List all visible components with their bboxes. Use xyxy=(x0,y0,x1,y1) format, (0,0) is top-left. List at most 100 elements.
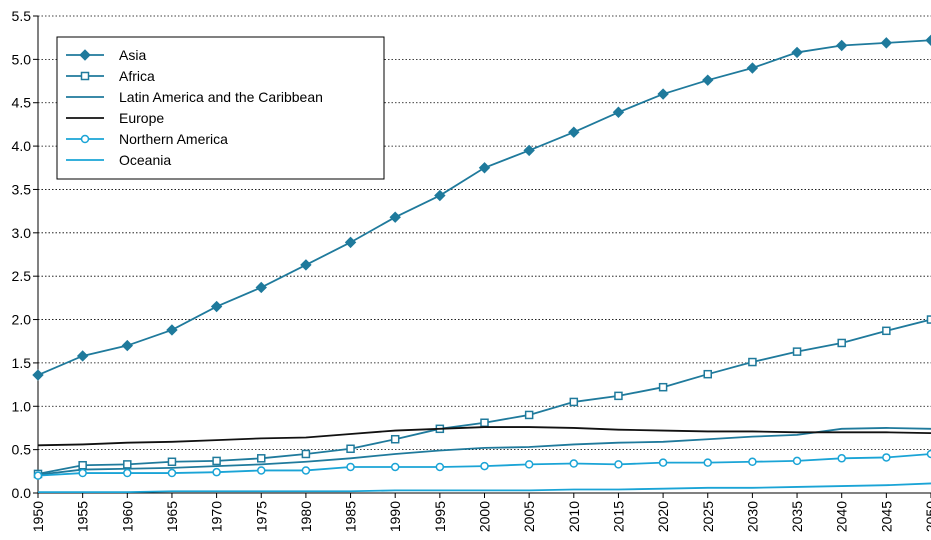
x-axis-tick-labels: 1950 1955 1960 1965 1970 1975 1980 1985 1990 1995… xyxy=(30,501,931,532)
x-tick-label: 2025 xyxy=(700,501,716,532)
legend-label: Latin America and the Caribbean xyxy=(119,89,323,105)
data-point-northern-america xyxy=(212,467,221,477)
legend-item-asia: Asia xyxy=(66,47,146,63)
x-tick-label: 2010 xyxy=(566,501,582,532)
data-point-asia xyxy=(478,162,491,174)
y-tick-label: 3.5 xyxy=(12,181,32,197)
data-point-asia xyxy=(76,350,89,362)
data-point-africa xyxy=(658,382,668,392)
data-point-africa xyxy=(703,369,712,379)
y-tick-label: 0.5 xyxy=(12,442,32,458)
data-point-asia xyxy=(121,339,134,352)
legend-marker xyxy=(80,71,90,81)
x-tick-label: 2020 xyxy=(655,501,671,532)
series-line-latin-america-and-the-caribbean xyxy=(37,427,931,476)
legend-item-latin-america-and-the-caribbean: Latin America and the Caribbean xyxy=(66,89,323,105)
y-tick-label: 0.0 xyxy=(12,485,32,501)
x-tick-label: 2000 xyxy=(477,501,493,532)
data-point-northern-america xyxy=(390,462,400,472)
legend-item-africa: Africa xyxy=(66,68,155,84)
x-tick-label: 1960 xyxy=(119,501,135,532)
data-point-northern-america xyxy=(78,468,87,478)
x-tick-label: 1970 xyxy=(209,501,225,532)
data-point-africa xyxy=(569,397,579,407)
x-tick-label: 2030 xyxy=(744,501,760,532)
data-point-northern-america xyxy=(257,466,266,475)
data-point-northern-america xyxy=(524,460,534,469)
legend-label: Europe xyxy=(119,110,164,126)
data-point-africa xyxy=(792,347,802,356)
data-point-asia xyxy=(434,189,446,202)
data-point-asia xyxy=(389,211,401,223)
data-point-northern-america xyxy=(167,468,177,478)
data-point-africa xyxy=(882,326,891,336)
series-latin-america-and-the-caribbean xyxy=(37,427,931,476)
data-point-northern-america xyxy=(792,456,802,466)
legend: Asia Africa Latin America and the Caribbea… xyxy=(56,36,385,180)
x-tick-label: 2050 xyxy=(923,501,931,532)
data-point-africa xyxy=(480,418,489,428)
data-point-asia xyxy=(702,74,714,86)
data-point-africa xyxy=(837,338,846,348)
series-africa xyxy=(33,315,931,479)
data-point-asia xyxy=(791,46,803,59)
x-tick-label: 1995 xyxy=(432,501,448,532)
legend-marker xyxy=(80,134,90,144)
x-tick-label: 2035 xyxy=(789,501,805,532)
x-tick-label: 2045 xyxy=(878,501,894,532)
data-point-asia xyxy=(925,34,931,46)
data-point-northern-america xyxy=(837,454,846,463)
x-tick-label: 1980 xyxy=(298,501,314,532)
y-tick-label: 4.0 xyxy=(12,138,32,154)
y-tick-label: 3.0 xyxy=(12,225,32,241)
data-point-northern-america xyxy=(703,458,712,467)
x-tick-label: 1985 xyxy=(343,501,359,532)
legend-item-europe: Europe xyxy=(66,110,164,126)
y-tick-label: 5.0 xyxy=(12,51,32,67)
legend-box xyxy=(56,36,385,180)
data-point-asia xyxy=(344,236,357,249)
y-tick-label: 1.0 xyxy=(12,398,32,414)
data-point-northern-america xyxy=(33,471,43,480)
data-point-africa xyxy=(524,410,534,420)
series-line-europe xyxy=(37,426,931,447)
legend-label: Asia xyxy=(119,47,146,63)
data-point-northern-america xyxy=(614,460,623,469)
data-point-asia xyxy=(835,39,848,52)
data-point-africa xyxy=(301,449,311,459)
x-tick-label: 1950 xyxy=(30,501,46,532)
y-tick-label: 1.5 xyxy=(12,355,32,371)
data-point-asia xyxy=(300,259,312,271)
data-point-africa xyxy=(78,460,87,470)
data-point-asia xyxy=(612,106,625,118)
data-point-africa xyxy=(926,315,931,324)
x-tick-label: 2040 xyxy=(834,501,850,532)
y-tick-label: 2.0 xyxy=(12,312,32,328)
data-point-africa xyxy=(614,391,623,401)
x-tick-label: 2005 xyxy=(521,501,537,532)
data-point-northern-america xyxy=(748,457,757,467)
legend-label: Oceania xyxy=(119,152,171,168)
series-europe xyxy=(37,426,931,447)
data-point-northern-america xyxy=(301,466,311,475)
legend-label: Africa xyxy=(119,68,155,84)
series-line-oceania xyxy=(38,482,931,494)
x-tick-label: 1990 xyxy=(387,501,403,532)
y-axis-tick-labels: 0.0 0.5 1.0 1.5 2.0 2.5 3.0 3.5 4.0 4.5 5.0 5.5 xyxy=(12,8,32,501)
legend-marker xyxy=(79,49,91,61)
legend-item-oceania: Oceania xyxy=(66,152,171,168)
y-tick-label: 2.5 xyxy=(12,268,32,284)
series-oceania xyxy=(38,482,931,494)
data-point-asia xyxy=(523,144,535,157)
data-point-northern-america xyxy=(435,462,445,472)
data-point-northern-america xyxy=(123,468,132,478)
series-northern-america xyxy=(33,449,931,480)
data-point-africa xyxy=(257,454,266,463)
legend-label: Northern America xyxy=(119,131,228,147)
data-point-northern-america xyxy=(926,449,931,459)
x-tick-label: 1955 xyxy=(75,501,91,532)
y-tick-label: 4.5 xyxy=(12,95,32,111)
data-point-asia xyxy=(255,281,267,294)
data-point-northern-america xyxy=(569,459,579,468)
